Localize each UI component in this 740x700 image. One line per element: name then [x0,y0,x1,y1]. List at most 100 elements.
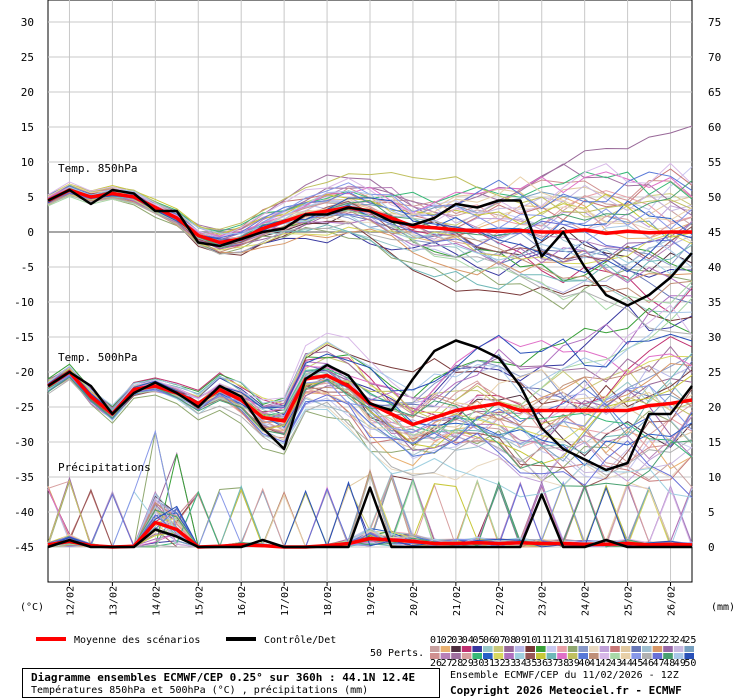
legend-pert-number: 36 [536,658,548,669]
left-tick-label: -10 [14,296,34,309]
legend-pert-swatch [663,653,673,659]
legend-pert-number: 10 [525,635,537,646]
right-tick-label: 25 [708,366,721,379]
legend-pert-number: 46 [642,658,654,669]
legend-control-label: Contrôle/Det [264,634,336,646]
legend-pert-swatch [472,653,482,659]
x-tick-label: 20/02 [409,586,420,616]
left-tick-label: 15 [21,121,34,134]
legend-pert-number: 04 [462,635,474,646]
member-line-500 [47,333,693,413]
legend-pert-swatch [610,653,620,659]
legend-pert-swatch [451,646,461,652]
legend-pert-swatch [430,653,440,659]
legend-pert-number: 32 [494,658,506,669]
legend-pert-number: 30 [472,658,484,669]
legend-pert-swatch [504,646,514,652]
legend-pert-number: 49 [674,658,686,669]
legend-pert-swatch [599,653,610,659]
legend-pert-number: 33 [504,658,516,669]
legend-mean-label: Moyenne des scénarios [74,634,200,646]
legend-pert-swatch [673,653,684,659]
left-tick-label: 10 [21,156,34,169]
left-tick-label: -25 [14,401,34,414]
legend-pert-swatch [567,646,578,652]
left-tick-label: -45 [14,541,34,554]
member-line-precip [47,488,693,548]
right-tick-label: 65 [708,86,721,99]
main-series [47,188,693,549]
legend-pert-number: 26 [430,658,442,669]
mean-line-precip [47,520,693,549]
left-tick-label: -5 [21,261,34,274]
member-line-850 [47,194,693,335]
legend-pert-number: 37 [547,658,559,669]
right-tick-label: 45 [708,226,721,239]
right-tick-label: 40 [708,261,721,274]
legend-pert-number: 06 [483,635,495,646]
x-tick-label: 21/02 [452,586,463,616]
legend-pert-number: 03 [451,635,463,646]
control-line-850hPa [47,188,693,307]
legend-pert-number: 12 [547,635,559,646]
section-label: Temp. 850hPa [58,162,137,175]
section-label: Temp. 500hPa [58,351,137,364]
x-tick-label: 26/02 [667,586,678,616]
chart-legend: Moyenne des scénarios Contrôle/Det 50 Pert… [36,634,696,669]
legend-pert-number: 09 [515,635,527,646]
legend-pert-swatch [430,646,440,652]
legend-pert-number: 02 [441,635,453,646]
legend-pert-number: 50 [684,658,696,669]
legend-pert-swatch [673,646,684,652]
chart-title: Diagramme ensembles ECMWF/CEP 0.25° sur … [31,671,416,684]
legend-pert-swatch [525,646,535,652]
legend-pert-swatch [514,653,525,659]
member-line-500 [47,373,693,445]
chart-info-box: Diagramme ensembles ECMWF/CEP 0.25° sur … [22,668,440,698]
legend-pert-number: 07 [494,635,506,646]
legend-pert-swatch [461,653,472,659]
legend-pert-number: 42 [600,658,612,669]
legend-pert-number: 08 [504,635,516,646]
member-line-500 [47,311,693,407]
legend-pert-swatch [557,646,567,652]
legend-pert-swatch [567,653,578,659]
x-tick-label: 12/02 [65,586,76,616]
member-line-500 [47,376,693,498]
legend-pert-swatch [684,646,694,652]
legend-pert-swatch [472,646,482,652]
legend-pert-swatch [610,646,620,652]
legend-pert-number: 48 [663,658,675,669]
legend-pert-swatch [599,646,610,652]
legend-pert-number: 17 [600,635,612,646]
legend-pert-number: 35 [525,658,537,669]
legend-pert-number: 01 [430,635,442,646]
legend-pert-number: 44 [621,658,633,669]
legend-pert-swatch [451,653,461,659]
right-tick-label: 15 [708,436,721,449]
legend-pert-number: 24 [674,635,686,646]
member-line-850 [47,171,693,230]
right-tick-label: 55 [708,156,721,169]
legend-pert-swatch [663,646,673,652]
x-tick-label: 25/02 [624,586,635,616]
legend-pert-number: 19 [621,635,633,646]
right-tick-label: 70 [708,51,721,64]
legend-pert-swatch [684,653,694,659]
right-axis-unit: (mm) [711,602,735,613]
right-tick-label: 10 [708,471,721,484]
legend-pert-swatch [536,646,546,652]
legend-pert-swatch [493,653,504,659]
legend-pert-swatch [504,653,514,659]
legend-pert-number: 39 [568,658,580,669]
right-tick-label: 60 [708,121,721,134]
section-label: Précipitations [58,461,151,474]
legend-pert-number: 20 [631,635,643,646]
left-tick-label: -15 [14,331,34,344]
legend-pert-number: 34 [515,658,527,669]
x-tick-label: 22/02 [495,586,506,616]
member-line-850 [47,162,693,239]
x-tick-label: 16/02 [237,586,248,616]
legend-pert-number: 45 [631,658,643,669]
